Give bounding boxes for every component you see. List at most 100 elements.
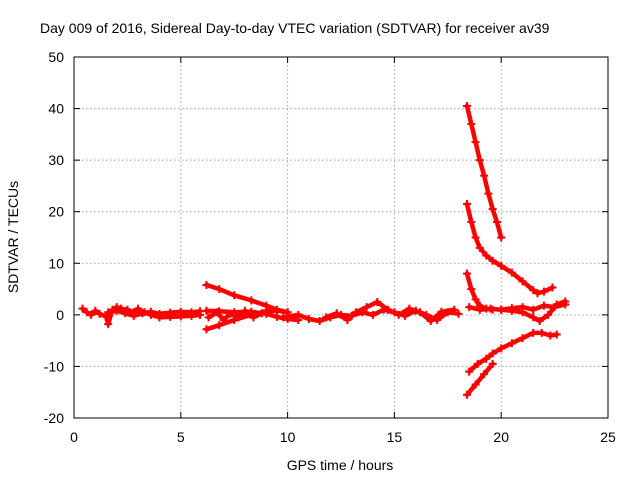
series-line: [464, 361, 495, 398]
data-point: [497, 344, 506, 353]
data-point: [104, 320, 113, 329]
x-tick-label: 10: [280, 429, 296, 445]
series-line: [206, 308, 265, 323]
data-point: [480, 171, 489, 180]
data-point: [155, 309, 164, 318]
data-point: [507, 268, 516, 277]
data-point: [450, 305, 459, 314]
data-point: [548, 283, 557, 292]
data-point: [304, 314, 313, 323]
series: [497, 297, 570, 326]
y-tick-label: 50: [48, 49, 64, 65]
x-tick-label: 5: [177, 429, 185, 445]
data-point: [467, 120, 476, 129]
data-point: [394, 310, 403, 319]
data-point: [463, 101, 472, 110]
data-point: [129, 311, 138, 320]
data-point: [146, 307, 155, 316]
data-point: [539, 301, 548, 310]
data-point: [87, 310, 96, 319]
data-point: [561, 297, 570, 306]
data-point: [332, 309, 341, 318]
series-line: [323, 299, 457, 324]
plot-frame: [73, 56, 609, 419]
data-point: [230, 291, 239, 300]
grid: [74, 57, 608, 418]
data-point: [437, 307, 446, 316]
x-tick-label: 25: [600, 429, 616, 445]
data-point: [215, 321, 224, 330]
data-point: [121, 309, 130, 318]
data-point: [176, 307, 185, 316]
data-point: [104, 308, 113, 317]
data-point: [507, 339, 516, 348]
data-point: [507, 306, 516, 315]
data-point: [535, 317, 544, 326]
data-point: [529, 305, 538, 314]
data-point: [488, 256, 497, 265]
data-point: [518, 334, 527, 343]
data-point: [279, 313, 288, 322]
data-point: [134, 304, 143, 313]
data-point: [497, 305, 506, 314]
data-point: [426, 317, 435, 326]
data-point: [247, 296, 256, 305]
x-tick-labels: 0 5 10 15 20 25: [70, 429, 616, 445]
y-axis-label: SDTVAR / TECUs: [5, 181, 21, 293]
data-point: [471, 380, 480, 389]
data-point: [465, 367, 474, 376]
data-point: [529, 286, 538, 295]
data-point: [82, 308, 91, 317]
chart-title: Day 009 of 2016, Sidereal Day-to-day VTE…: [40, 20, 550, 36]
data-point: [369, 310, 378, 319]
data-point: [219, 316, 228, 325]
data-point: [465, 303, 474, 312]
data-point: [166, 308, 175, 317]
data-point: [492, 218, 501, 227]
data-point: [272, 306, 281, 315]
data-point: [484, 189, 493, 198]
data-point: [467, 218, 476, 227]
data-point: [204, 313, 213, 322]
y-tick-labels: -20 -10 0 10 20 30 40 50: [44, 49, 64, 426]
data-point: [405, 304, 414, 313]
data-point: [249, 313, 258, 322]
data-point: [463, 269, 472, 278]
x-axis-label: GPS time / hours: [287, 457, 394, 473]
y-tick-label: 30: [48, 152, 64, 168]
data-series: [78, 101, 570, 399]
data-point: [112, 306, 121, 315]
data-point: [454, 309, 463, 318]
series: [463, 199, 557, 298]
data-point: [416, 308, 425, 317]
data-point: [497, 261, 506, 270]
data-point: [488, 349, 497, 358]
data-point: [463, 390, 472, 399]
data-point: [529, 313, 538, 322]
data-point: [471, 295, 480, 304]
data-point: [544, 310, 553, 319]
data-point: [497, 233, 506, 242]
data-point: [373, 297, 382, 306]
data-point: [215, 285, 224, 294]
data-point: [533, 289, 542, 298]
data-point: [518, 308, 527, 317]
data-point: [294, 310, 303, 319]
series: [104, 306, 205, 320]
y-tick-label: 20: [48, 204, 64, 220]
data-point: [486, 304, 495, 313]
tick-marks: [73, 56, 609, 419]
series: [322, 297, 459, 326]
data-point: [351, 308, 360, 317]
data-point: [539, 287, 548, 296]
data-point: [475, 305, 484, 314]
data-point: [138, 309, 147, 318]
data-point: [257, 309, 266, 318]
series: [463, 101, 506, 242]
data-point: [225, 309, 234, 318]
data-point: [91, 306, 100, 315]
data-point: [529, 328, 538, 337]
data-point: [475, 243, 484, 252]
data-point: [362, 303, 371, 312]
data-point: [315, 317, 324, 326]
